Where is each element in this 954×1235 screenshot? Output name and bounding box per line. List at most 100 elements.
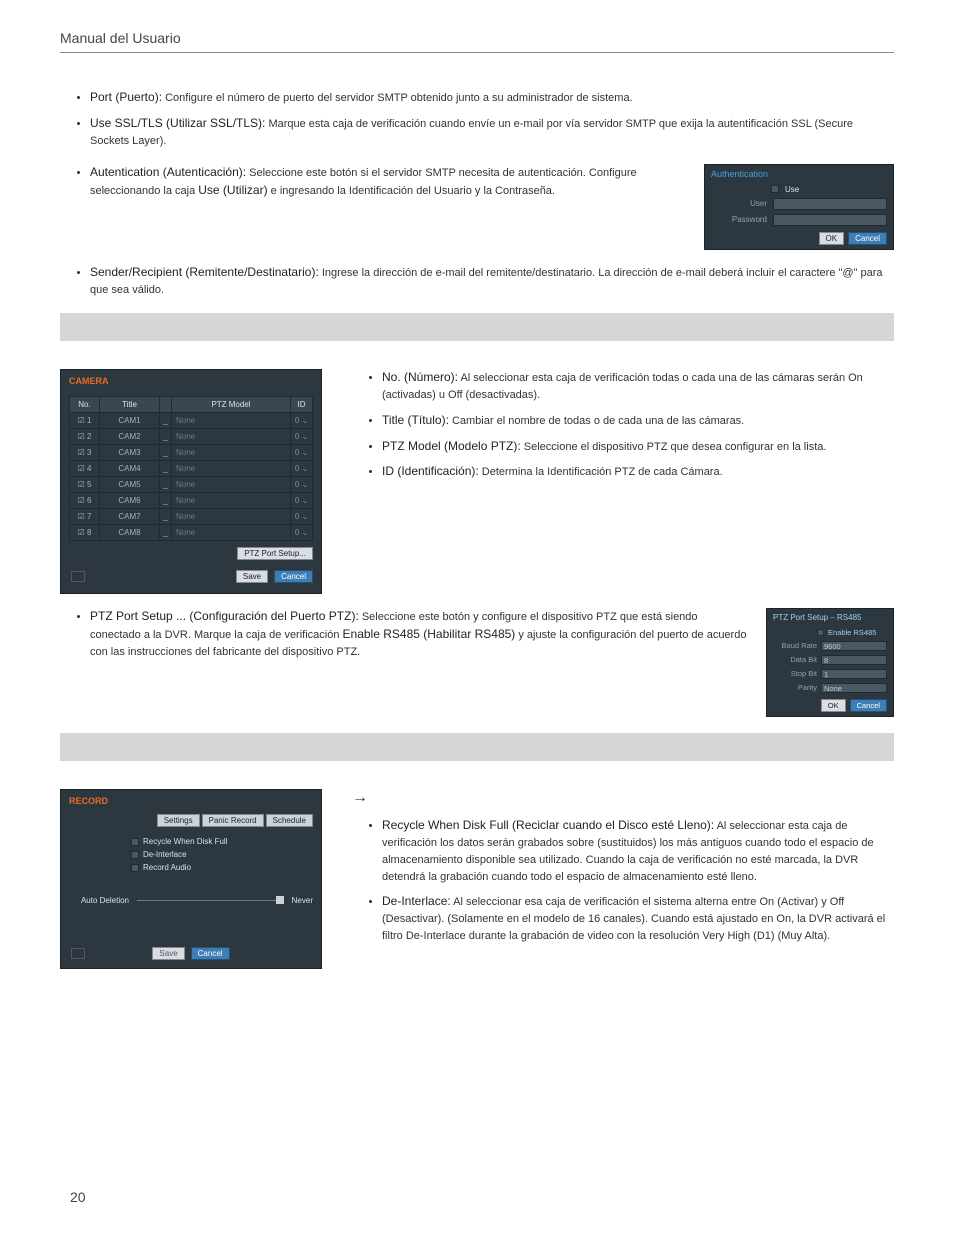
auth-panel-title: Authentication: [705, 165, 893, 183]
cell-no: ☑ 6: [70, 492, 100, 508]
desc-b: e ingresando la Identificación del Usuar…: [268, 185, 555, 197]
fld[interactable]: 1: [821, 669, 887, 679]
ptz-port-setup-button[interactable]: PTZ Port Setup...: [237, 547, 313, 560]
enable-rs485-checkbox[interactable]: [817, 629, 824, 636]
ptz-panel-title: PTZ Port Setup – RS485: [767, 609, 893, 626]
col-blank: [160, 396, 172, 412]
checkbox[interactable]: [131, 838, 139, 846]
lbl: Baud Rate: [773, 641, 817, 650]
opt-label: Record Audio: [143, 863, 191, 872]
user-field[interactable]: [773, 198, 887, 210]
auto-deletion-slider[interactable]: [137, 900, 284, 901]
cell-title: CAM3: [100, 444, 160, 460]
cell-id: 0 ⌄: [291, 508, 313, 524]
cell-id: 0 ⌄: [291, 492, 313, 508]
checkbox[interactable]: [131, 864, 139, 872]
camera-bullet-list: No. (Número): Al seleccionar esta caja d…: [352, 369, 894, 482]
checkbox[interactable]: [131, 851, 139, 859]
use-checkbox[interactable]: [771, 185, 779, 193]
record-option: Record Audio: [131, 863, 313, 872]
col-no: No.: [70, 396, 100, 412]
record-panel-title: RECORD: [61, 790, 321, 814]
bullet-port: Port (Puerto): Configure el número de pu…: [90, 89, 894, 107]
cell-model: None: [172, 428, 291, 444]
cell-id: 0 ⌄: [291, 460, 313, 476]
cell-model: None: [172, 492, 291, 508]
cell-model: None: [172, 508, 291, 524]
table-row: ☑ 5CAM5_None0 ⌄: [70, 476, 313, 492]
term: Recycle When Disk Full (Reciclar cuando …: [382, 818, 714, 832]
save-button[interactable]: Save: [236, 570, 268, 583]
ptz-row: ParityNone: [767, 681, 893, 695]
record-bullet-list: Recycle When Disk Full (Reciclar cuando …: [352, 817, 894, 946]
cell-title: CAM8: [100, 524, 160, 540]
col-title: Title: [100, 396, 160, 412]
page-number: 20: [70, 1189, 86, 1205]
table-row: ☑ 1CAM1_None0 ⌄: [70, 412, 313, 428]
cell-title: CAM4: [100, 460, 160, 476]
desc: Configure el número de puerto del servid…: [162, 92, 633, 104]
cell-title: CAM7: [100, 508, 160, 524]
cell-sep: _: [160, 508, 172, 524]
cancel-button[interactable]: Cancel: [191, 947, 230, 960]
list-item: Recycle When Disk Full (Reciclar cuando …: [382, 817, 894, 886]
cancel-button[interactable]: Cancel: [850, 699, 887, 712]
never-label: Never: [292, 896, 313, 905]
cell-sep: _: [160, 476, 172, 492]
record-option: Recycle When Disk Full: [131, 837, 313, 846]
col-id: ID: [291, 396, 313, 412]
list-item: Title (Título): Cambiar el nombre de tod…: [382, 412, 894, 430]
page-header: Manual del Usuario: [60, 30, 894, 53]
list-item: ID (Identificación): Determina la Identi…: [382, 463, 894, 481]
bullet-ssl: Use SSL/TLS (Utilizar SSL/TLS): Marque e…: [90, 115, 894, 150]
cancel-button[interactable]: Cancel: [274, 570, 313, 583]
ptz-setup-panel: PTZ Port Setup – RS485 Enable RS485 Baud…: [766, 608, 894, 717]
tab-panic-record[interactable]: Panic Record: [202, 814, 264, 827]
record-option: De-Interlace: [131, 850, 313, 859]
term: PTZ Model (Modelo PTZ):: [382, 439, 521, 453]
fld[interactable]: 8: [821, 655, 887, 665]
ok-button[interactable]: OK: [821, 699, 846, 712]
tab-schedule[interactable]: Schedule: [266, 814, 313, 827]
back-icon[interactable]: [71, 571, 85, 582]
enable-rs485-label: Enable RS485: [828, 628, 876, 637]
term: Use SSL/TLS (Utilizar SSL/TLS):: [90, 116, 265, 130]
camera-table: No. Title PTZ Model ID ☑ 1CAM1_None0 ⌄☑ …: [69, 396, 313, 541]
arrow-icon: →: [352, 789, 894, 807]
cell-id: 0 ⌄: [291, 412, 313, 428]
record-panel: RECORD Settings Panic Record Schedule Re…: [60, 789, 322, 969]
fld[interactable]: None: [821, 683, 887, 693]
auto-deletion-label: Auto Deletion: [69, 896, 129, 905]
cell-sep: _: [160, 460, 172, 476]
cell-id: 0 ⌄: [291, 476, 313, 492]
desc: Seleccione el dispositivo PTZ que desea …: [521, 441, 827, 453]
list-item: PTZ Model (Modelo PTZ): Seleccione el di…: [382, 438, 894, 456]
lbl: Stop Bit: [773, 669, 817, 678]
term: De-Interlace:: [382, 894, 451, 908]
ok-button[interactable]: OK: [819, 232, 845, 245]
password-field[interactable]: [773, 214, 887, 226]
cancel-button[interactable]: Cancel: [848, 232, 887, 245]
back-icon[interactable]: [71, 948, 85, 959]
table-row: ☑ 7CAM7_None0 ⌄: [70, 508, 313, 524]
cell-sep: _: [160, 524, 172, 540]
section-divider: [60, 733, 894, 761]
desc: Al seleccionar esa caja de verificación …: [382, 896, 885, 942]
fld[interactable]: 9600: [821, 641, 887, 651]
cell-no: ☑ 8: [70, 524, 100, 540]
term: No. (Número):: [382, 370, 458, 384]
tab-settings[interactable]: Settings: [157, 814, 200, 827]
save-button[interactable]: Save: [152, 947, 184, 960]
bullet-sender-recipient: Sender/Recipient (Remitente/Destinatario…: [90, 264, 894, 299]
user-label: User: [711, 199, 767, 208]
cell-id: 0 ⌄: [291, 444, 313, 460]
table-row: ☑ 6CAM6_None0 ⌄: [70, 492, 313, 508]
list-item: No. (Número): Al seleccionar esta caja d…: [382, 369, 894, 404]
cell-model: None: [172, 460, 291, 476]
cell-model: None: [172, 524, 291, 540]
cell-model: None: [172, 476, 291, 492]
ptz-row: Data Bit8: [767, 653, 893, 667]
cell-title: CAM5: [100, 476, 160, 492]
use-label: Use: [785, 185, 799, 194]
term: ID (Identificación):: [382, 464, 479, 478]
